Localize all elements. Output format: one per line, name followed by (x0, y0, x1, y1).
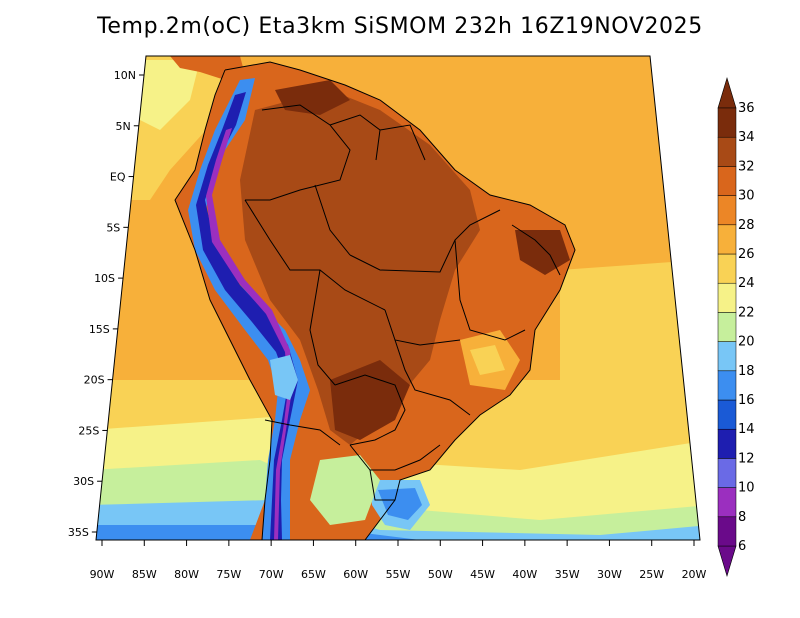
colorbar-label: 14 (738, 422, 755, 437)
colorbar-label: 22 (738, 305, 755, 320)
colorbar-label: 26 (738, 247, 755, 262)
lat-tick-label: 25S (78, 424, 99, 437)
lat-tick-label: 10S (94, 272, 115, 285)
colorbar-swatch (717, 428, 737, 459)
colorbar-swatch (717, 516, 737, 547)
lon-tick-label: 25W (639, 568, 664, 581)
lon-ticks: 90W 85W 80W 75W 70W 65W 60W 55W 50W 45W 40W 35W 30W 2… (90, 540, 707, 581)
lat-tick-label: 20S (84, 374, 105, 387)
colorbar-swatch (717, 487, 737, 518)
colorbar-label: 36 (738, 101, 755, 116)
lat-tick-label: 10N (114, 69, 136, 82)
lon-tick-label: 40W (512, 568, 537, 581)
lon-tick-label: 65W (301, 568, 326, 581)
colorbar-swatch (717, 224, 737, 255)
lat-tick-label: 5S (106, 221, 120, 234)
lon-tick-label: 30W (597, 568, 622, 581)
colorbar-label: 16 (738, 393, 755, 408)
lat-tick-label: 30S (73, 475, 94, 488)
colorbar-label: 30 (738, 189, 755, 204)
lon-tick-label: 20W (682, 568, 707, 581)
lon-tick-label: 80W (174, 568, 199, 581)
colorbar-label: 8 (738, 510, 746, 525)
temperature-field (96, 56, 700, 540)
lat-ticks: 10N 5N EQ 5S 10S 15S 20S 25S 30S 35S (68, 69, 145, 539)
lon-tick-label: 50W (428, 568, 453, 581)
colorbar-max-arrow (717, 76, 737, 109)
colorbar-label: 6 (738, 539, 746, 554)
lon-tick-label: 60W (343, 568, 368, 581)
colorbar-label: 20 (738, 335, 755, 350)
colorbar-swatch (717, 312, 737, 342)
lon-tick-label: 55W (386, 568, 411, 581)
colorbar-swatch (717, 107, 737, 138)
hot-interior (240, 90, 480, 445)
lon-tick-label: 90W (90, 568, 115, 581)
colorbar-label: 10 (738, 481, 755, 496)
colorbar-swatch (717, 282, 737, 313)
map-title: Temp.2m(oC) Eta3km SiSMOM 232h 16Z19NOV2… (97, 14, 703, 39)
lat-tick-label: 35S (68, 526, 89, 539)
colorbar-label: 18 (738, 364, 755, 379)
colorbar-swatch (717, 136, 737, 167)
colorbar-swatch (717, 166, 737, 196)
lon-tick-label: 45W (470, 568, 495, 581)
lat-tick-label: 15S (89, 323, 110, 336)
colorbar-swatch (717, 195, 737, 226)
colorbar-label: 34 (738, 130, 755, 145)
lon-tick-label: 35W (555, 568, 580, 581)
colorbar-swatch (717, 458, 737, 488)
colorbar-label: 28 (738, 218, 755, 233)
colorbar-min-arrow (717, 545, 737, 578)
colorbar-swatch (717, 399, 737, 430)
colorbar-swatch (717, 253, 737, 284)
colorbar-swatch (717, 370, 737, 401)
lon-tick-label: 85W (132, 568, 157, 581)
colorbar-swatch (717, 341, 737, 372)
colorbar-label: 12 (738, 451, 755, 466)
lon-tick-label: 70W (259, 568, 284, 581)
lon-tick-label: 75W (216, 568, 241, 581)
colorbar: 6 8 10 12 14 16 18 20 22 24 26 28 30 32 34 36 (717, 76, 755, 578)
lat-tick-label: EQ (110, 171, 126, 184)
colorbar-label: 32 (738, 159, 755, 174)
colorbar-label: 24 (738, 276, 755, 291)
lat-tick-label: 5N (116, 120, 131, 133)
country-borders (174, 61, 576, 541)
